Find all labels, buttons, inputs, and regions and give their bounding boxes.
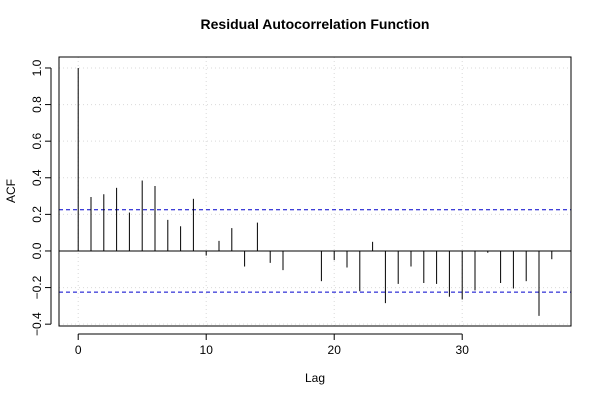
y-tick-label-1: −0.2 bbox=[30, 275, 44, 299]
grid bbox=[59, 57, 571, 326]
x-tick-label-0: 0 bbox=[75, 343, 82, 357]
x-axis-label: Lag bbox=[305, 371, 325, 385]
y-tick-label-3: 0.2 bbox=[30, 206, 44, 223]
chart-title: Residual Autocorrelation Function bbox=[201, 16, 430, 32]
y-axis-label: ACF bbox=[4, 179, 18, 203]
x-axis: 0 10 20 30 bbox=[75, 333, 470, 357]
y-tick-label-2: 0.0 bbox=[30, 242, 44, 259]
y-tick-label-4: 0.4 bbox=[30, 169, 44, 186]
y-tick-label-0: −0.4 bbox=[30, 312, 44, 336]
plot-frame bbox=[58, 56, 572, 327]
acf-bars bbox=[59, 67, 571, 316]
x-tick-label-2: 20 bbox=[328, 343, 342, 357]
y-tick-label-6: 0.8 bbox=[30, 96, 44, 113]
confidence-band bbox=[59, 209, 571, 293]
y-axis: −0.4 −0.2 0.0 0.2 0.4 0.6 0.8 1.0 bbox=[30, 59, 52, 336]
x-tick-label-3: 30 bbox=[456, 343, 470, 357]
x-tick-label-1: 10 bbox=[200, 343, 214, 357]
y-tick-label-7: 1.0 bbox=[30, 59, 44, 76]
y-tick-label-5: 0.6 bbox=[30, 133, 44, 150]
